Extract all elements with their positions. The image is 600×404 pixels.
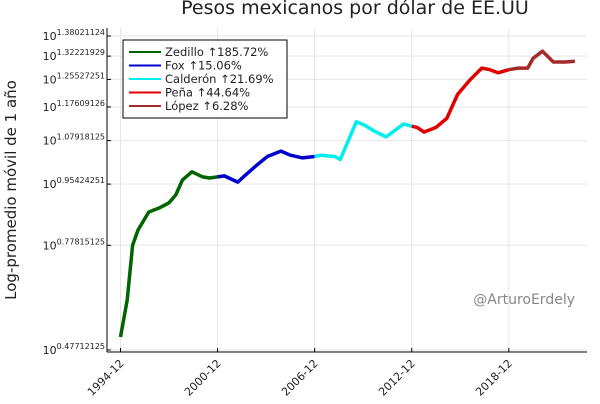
series-line (118, 170, 218, 338)
x-tick-label: 2018-12 (473, 357, 515, 399)
watermark: @ArturoErdely (473, 292, 575, 308)
y-tick-label: 101.38021124 (43, 28, 105, 43)
y-tick-label: 100.47712125 (43, 342, 105, 357)
legend-label: Peña ↑44.64% (165, 86, 250, 100)
legend-label: López ↑6.28% (165, 99, 249, 113)
y-tick-label: 101.25527251 (43, 71, 105, 86)
x-tick-label: 1994-12 (85, 357, 127, 399)
legend-label: Fox ↑15.06% (165, 59, 242, 73)
legend-label: Calderón ↑21.69% (165, 72, 274, 86)
series-line (411, 66, 510, 134)
legend-label: Zedillo ↑185.72% (165, 45, 268, 59)
series-line (217, 149, 315, 184)
series-line (508, 49, 576, 72)
y-tick-label: 100.77815125 (43, 237, 105, 252)
y-tick-label: 101.07918125 (43, 133, 105, 148)
x-tick-label: 2012-12 (376, 357, 418, 399)
x-tick-label: 2006-12 (279, 357, 321, 399)
x-tick-label: 2000-12 (182, 357, 224, 399)
y-tick-label: 100.95424251 (43, 176, 105, 191)
y-axis-label: Log-promedio móvil de 1 año (2, 80, 20, 300)
y-tick-label: 101.32221929 (43, 48, 105, 63)
y-tick-label: 101.17609126 (43, 99, 105, 114)
chart-title: Pesos mexicanos por dólar de EE.UU (181, 0, 529, 19)
series-line (314, 119, 413, 162)
